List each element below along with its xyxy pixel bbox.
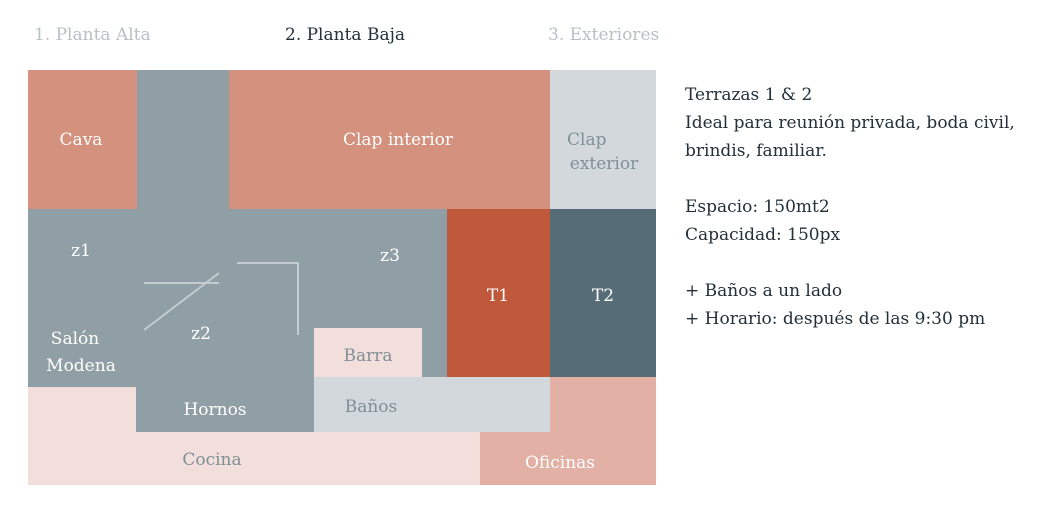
- zone-cava[interactable]: [28, 70, 137, 209]
- label-clap-exterior-1: Clap: [567, 130, 607, 150]
- label-cava: Cava: [60, 130, 103, 150]
- zone-clap-exterior[interactable]: [550, 70, 656, 209]
- zone-hornos[interactable]: [136, 378, 314, 432]
- label-salon-1: Salón: [51, 329, 99, 349]
- label-cocina: Cocina: [182, 450, 241, 470]
- label-t2: T2: [592, 286, 614, 306]
- zone-clap-interior[interactable]: [229, 70, 550, 209]
- zone-t1[interactable]: [447, 209, 550, 377]
- label-t1: T1: [487, 286, 509, 306]
- label-z3: z3: [380, 246, 400, 266]
- label-oficinas: Oficinas: [525, 453, 595, 473]
- corner-line: [237, 262, 299, 335]
- info-title: Terrazas 1 & 2: [685, 85, 813, 105]
- info-capacidad: Capacidad: 150px: [685, 225, 841, 245]
- floor-plan: Cava Clap interior Clap exterior z1 z3 z…: [28, 70, 656, 485]
- info-note-banos: + Baños a un lado: [685, 281, 843, 301]
- zone-t2[interactable]: [550, 209, 656, 377]
- zone-oficinas-lower: [480, 432, 550, 485]
- tab-exteriores[interactable]: 3. Exteriores: [548, 25, 660, 45]
- tab-planta-baja[interactable]: 2. Planta Baja: [285, 25, 405, 45]
- zone-oficinas[interactable]: [550, 377, 656, 485]
- info-espacio: Espacio: 150mt2: [685, 197, 830, 217]
- info-note-horario: + Horario: después de las 9:30 pm: [685, 309, 986, 329]
- label-salon-2: Modena: [46, 356, 116, 376]
- info-description-line-2: brindis, familiar.: [685, 141, 827, 161]
- zone-banos[interactable]: [314, 377, 550, 432]
- label-z1: z1: [71, 241, 91, 261]
- info-panel: Terrazas 1 & 2 Ideal para reunión privad…: [685, 81, 1035, 333]
- zone-barra[interactable]: [314, 328, 422, 377]
- tab-planta-alta[interactable]: 1. Planta Alta: [34, 25, 151, 45]
- label-barra: Barra: [343, 346, 392, 366]
- label-banos: Baños: [345, 397, 398, 417]
- label-clap-exterior-2: exterior: [570, 154, 639, 174]
- info-description-line-1: Ideal para reunión privada, boda civil,: [685, 113, 1015, 133]
- label-hornos: Hornos: [183, 400, 246, 420]
- zone-salon-pale: [28, 387, 136, 433]
- label-z2: z2: [191, 324, 211, 344]
- label-clap-interior: Clap interior: [343, 130, 454, 150]
